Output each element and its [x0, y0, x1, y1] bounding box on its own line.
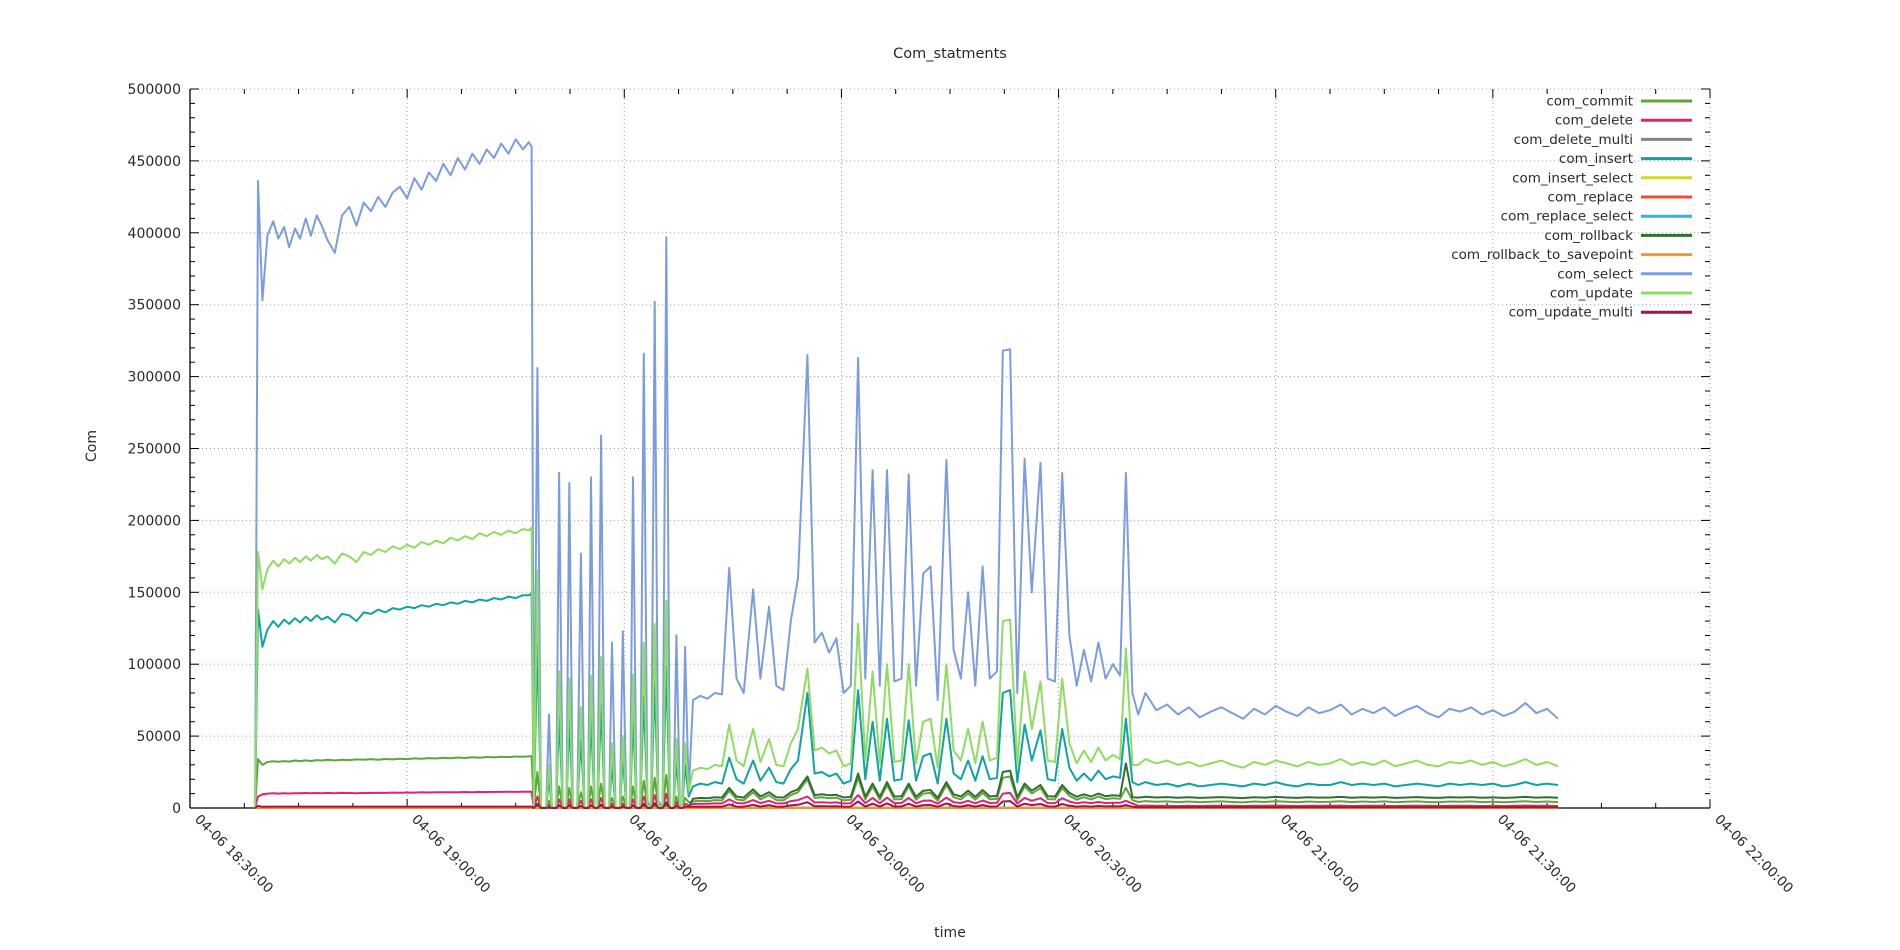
y-tick-label: 150000 — [128, 585, 181, 601]
legend-item-com_replace_select: com_replace_select — [1501, 209, 1692, 225]
y-tick-label: 50000 — [136, 729, 181, 745]
legend-item-com_select: com_select — [1557, 266, 1692, 282]
series-lines — [254, 138, 1559, 809]
legend-label: com_rollback_to_savepoint — [1451, 247, 1633, 263]
series-line-com_select — [254, 138, 1559, 809]
x-axis-label: time — [934, 925, 966, 941]
series-line-com_update — [254, 526, 1559, 809]
y-tick-label: 450000 — [128, 154, 181, 170]
legend-item-com_insert_select: com_insert_select — [1512, 170, 1692, 186]
x-tick-label: 04-06 20:00:00 — [843, 812, 928, 897]
legend-label: com_select — [1557, 266, 1633, 282]
legend-label: com_replace_select — [1501, 209, 1633, 225]
series-line-com_insert — [254, 592, 1559, 809]
legend-label: com_update — [1550, 286, 1633, 302]
legend-item-com_replace: com_replace — [1548, 190, 1692, 206]
legend-item-com_insert: com_insert — [1559, 151, 1692, 167]
y-axis-tick-labels: 0 50000 100000 150000 200000 250000 300000 3500… — [128, 82, 181, 817]
legend-item-com_update: com_update — [1550, 286, 1692, 302]
series-line-com_update_multi — [254, 800, 1558, 809]
x-tick-label: 04-06 18:30:00 — [191, 812, 276, 897]
x-tick-label: 04-06 21:00:00 — [1277, 812, 1362, 897]
legend-item-com_rollback_to_savepoint: com_rollback_to_savepoint — [1451, 247, 1692, 263]
series-line-com_commit — [254, 755, 1559, 809]
legend-label: com_commit — [1546, 94, 1633, 110]
x-tick-label: 04-06 22:00:00 — [1711, 812, 1796, 897]
legend-item-com_delete: com_delete — [1555, 113, 1692, 129]
y-tick-label: 0 — [172, 801, 181, 817]
legend-item-com_commit: com_commit — [1546, 94, 1692, 110]
x-tick-label: 04-06 19:30:00 — [625, 812, 710, 897]
y-tick-label: 250000 — [128, 442, 181, 458]
x-axis-tick-labels: 04-06 18:30:00 04-06 19:00:00 04-06 19:30:… — [191, 812, 1796, 897]
y-tick-label: 500000 — [128, 82, 181, 98]
x-tick-label: 04-06 21:30:00 — [1494, 812, 1579, 897]
legend-item-com_delete_multi: com_delete_multi — [1514, 132, 1692, 148]
legend-label: com_delete_multi — [1514, 132, 1633, 148]
legend-item-com_rollback: com_rollback — [1544, 228, 1692, 244]
legend-label: com_update_multi — [1509, 305, 1633, 321]
legend-item-com_update_multi: com_update_multi — [1509, 305, 1692, 321]
y-tick-label: 350000 — [128, 298, 181, 314]
series-line-com_delete — [254, 790, 1559, 809]
legend-label: com_insert — [1559, 151, 1633, 167]
legend-label: com_replace — [1548, 190, 1633, 206]
legend-label: com_rollback — [1544, 228, 1633, 244]
chart-title: Com_statments — [893, 46, 1007, 62]
y-tick-label: 400000 — [128, 226, 181, 242]
y-tick-label: 300000 — [128, 370, 181, 386]
y-tick-label: 200000 — [128, 513, 181, 529]
legend-label: com_insert_select — [1512, 170, 1633, 186]
x-tick-label: 04-06 20:30:00 — [1060, 812, 1145, 897]
chart-legend: com_commit com_delete com_delete_multi com_… — [1451, 94, 1692, 321]
y-tick-label: 100000 — [128, 657, 181, 673]
x-tick-label: 04-06 19:00:00 — [408, 812, 493, 897]
legend-label: com_delete — [1555, 113, 1633, 129]
y-axis-label: Com — [84, 430, 100, 462]
